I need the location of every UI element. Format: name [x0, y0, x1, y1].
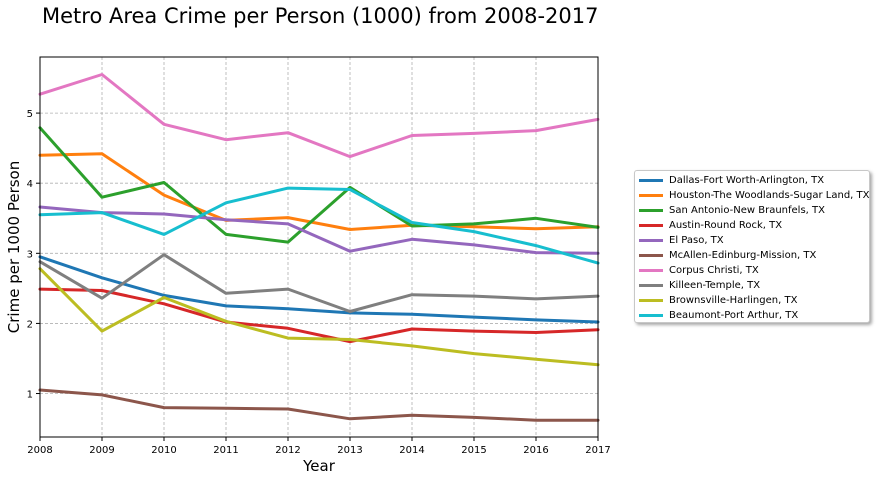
x-tick-label: 2008 — [27, 445, 52, 456]
series-line — [38, 267, 600, 367]
x-tick-label: 2016 — [523, 445, 548, 456]
legend-item: Austin-Round Rock, TX — [639, 218, 869, 233]
legend-label: San Antonio-New Braunfels, TX — [669, 205, 825, 216]
legend-item: Killeen-Temple, TX — [639, 278, 869, 293]
legend-swatch — [639, 299, 663, 302]
legend-item: San Antonio-New Braunfels, TX — [639, 203, 869, 218]
legend-swatch — [639, 314, 663, 317]
legend-swatch — [639, 209, 663, 212]
series-line — [38, 287, 600, 344]
legend-label: McAllen-Edinburg-Mission, TX — [669, 250, 817, 261]
legend-swatch — [639, 224, 663, 227]
legend-swatch — [639, 284, 663, 287]
x-tick-label: 2010 — [151, 445, 176, 456]
x-tick-label: 2015 — [461, 445, 486, 456]
series-line — [38, 253, 600, 313]
x-tick-label: 2017 — [585, 445, 610, 456]
series-line — [38, 73, 600, 159]
series-line — [38, 255, 600, 324]
series-line — [38, 152, 600, 231]
series-line — [38, 126, 600, 244]
y-tick-label: 4 — [27, 179, 33, 190]
legend-label: Brownsville-Harlingen, TX — [669, 295, 798, 306]
legend-item: Beaumont-Port Arthur, TX — [639, 308, 869, 323]
series-line — [38, 388, 600, 422]
x-tick-label: 2009 — [89, 445, 114, 456]
legend-label: Killeen-Temple, TX — [669, 280, 761, 291]
series-line — [38, 205, 600, 255]
legend-swatch — [639, 194, 663, 197]
legend-swatch — [639, 239, 663, 242]
y-tick-label: 1 — [27, 390, 33, 401]
plot-frame — [39, 56, 599, 438]
y-tick-label: 5 — [27, 109, 33, 120]
legend-item: Houston-The Woodlands-Sugar Land, TX — [639, 188, 869, 203]
series-line — [38, 186, 600, 265]
legend-item: Dallas-Fort Worth-Arlington, TX — [639, 173, 869, 188]
legend-item: Corpus Christi, TX — [639, 263, 869, 278]
legend-item: El Paso, TX — [639, 233, 869, 248]
x-tick-label: 2012 — [275, 445, 300, 456]
x-tick-label: 2011 — [213, 445, 238, 456]
legend-label: Corpus Christi, TX — [669, 265, 759, 276]
legend-item: McAllen-Edinburg-Mission, TX — [639, 248, 869, 263]
legend-swatch — [639, 254, 663, 257]
legend-label: Austin-Round Rock, TX — [669, 220, 783, 231]
y-tick-label: 2 — [27, 319, 33, 330]
x-tick-label: 2013 — [337, 445, 362, 456]
legend-item: Brownsville-Harlingen, TX — [639, 293, 869, 308]
legend-swatch — [639, 179, 663, 182]
legend-label: Beaumont-Port Arthur, TX — [669, 310, 799, 321]
x-tick-label: 2014 — [399, 445, 424, 456]
legend-label: Dallas-Fort Worth-Arlington, TX — [669, 175, 825, 186]
y-axis-label: Crime per 1000 Person — [5, 161, 23, 333]
legend-swatch — [639, 269, 663, 272]
legend-label: El Paso, TX — [669, 235, 724, 246]
x-axis-label: Year — [302, 457, 336, 475]
legend-label: Houston-The Woodlands-Sugar Land, TX — [669, 190, 870, 201]
chart-title: Metro Area Crime per Person (1000) from … — [42, 4, 599, 28]
y-tick-label: 3 — [27, 249, 33, 260]
legend: Dallas-Fort Worth-Arlington, TX Houston-T… — [634, 170, 870, 323]
